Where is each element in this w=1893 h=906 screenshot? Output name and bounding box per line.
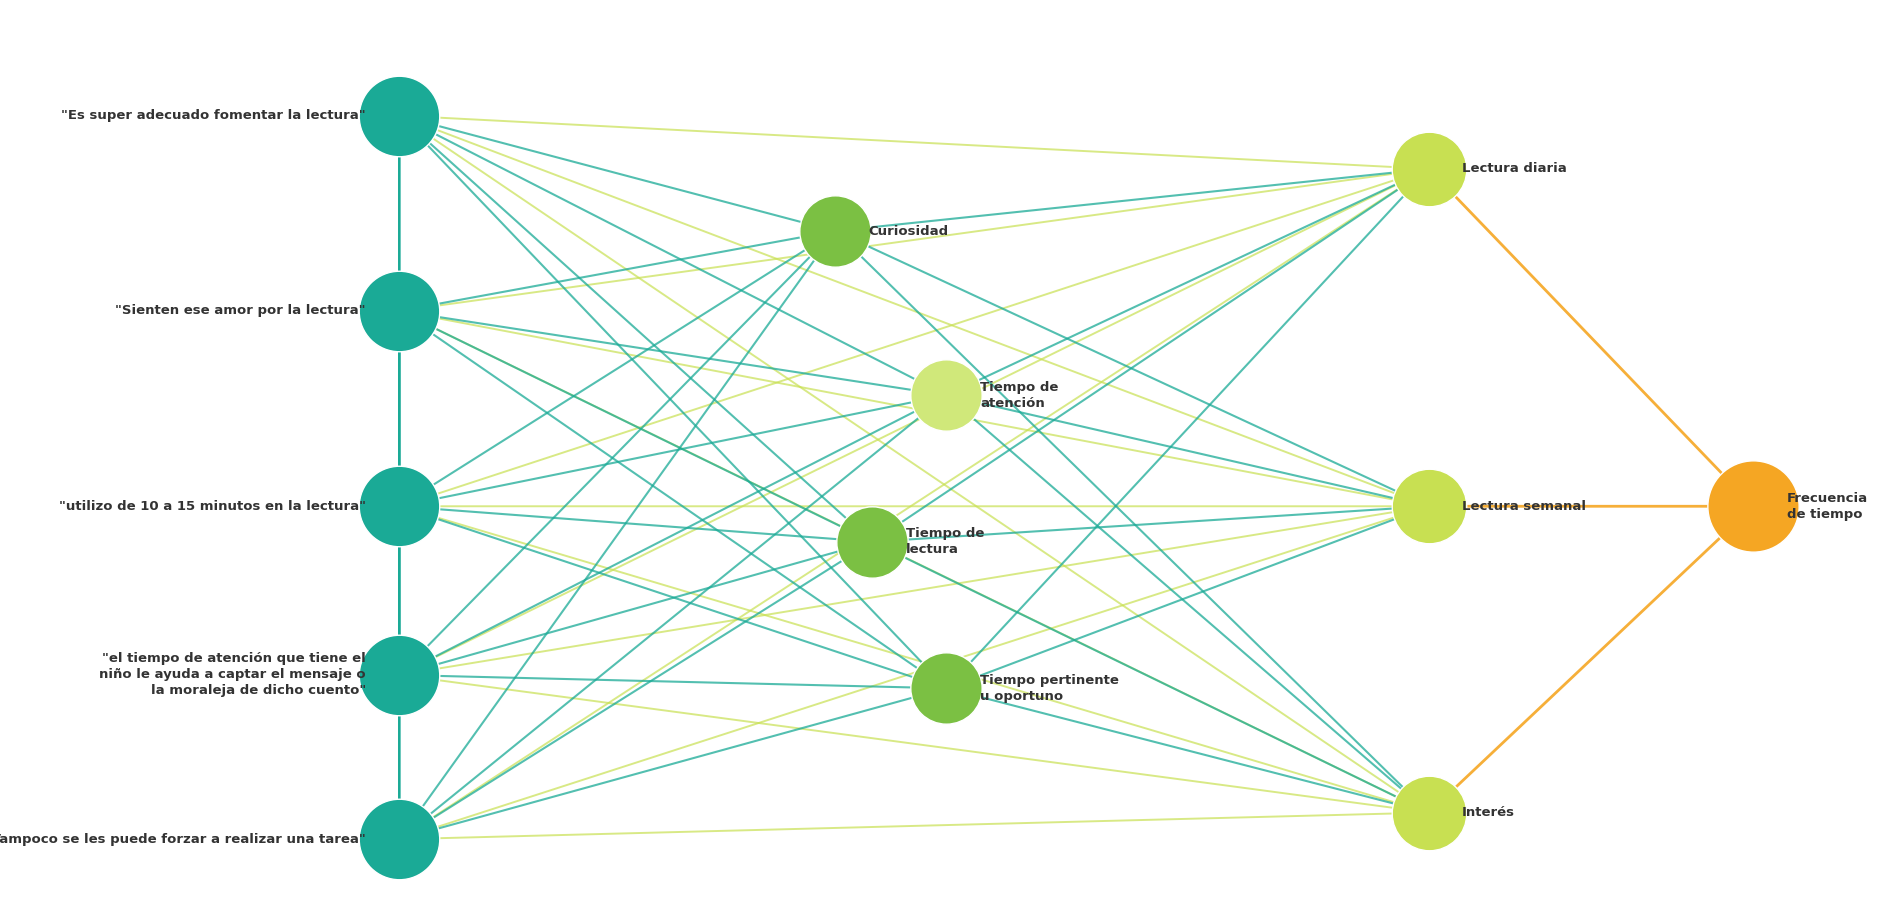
Point	[1414, 499, 1444, 514]
Text: Tiempo pertinente
u oportuno: Tiempo pertinente u oportuno	[981, 674, 1119, 703]
Point	[931, 681, 962, 696]
Point	[820, 224, 850, 238]
Point	[931, 388, 962, 402]
Point	[384, 109, 415, 123]
Text: "Tampoco se les puede forzar a realizar una tarea": "Tampoco se les puede forzar a realizar …	[0, 833, 365, 845]
Point	[384, 499, 415, 514]
Point	[384, 304, 415, 318]
Point	[1738, 499, 1768, 514]
Text: Interés: Interés	[1461, 806, 1514, 819]
Point	[1414, 805, 1444, 820]
Text: "utilizo de 10 a 15 minutos en la lectura": "utilizo de 10 a 15 minutos en la lectur…	[59, 500, 365, 513]
Point	[1414, 161, 1444, 176]
Text: "Es super adecuado fomentar la lectura": "Es super adecuado fomentar la lectura"	[61, 109, 365, 122]
Text: Tiempo de
atención: Tiempo de atención	[981, 381, 1058, 410]
Point	[384, 668, 415, 682]
Point	[384, 832, 415, 846]
Text: Lectura diaria: Lectura diaria	[1461, 162, 1567, 176]
Text: Curiosidad: Curiosidad	[869, 225, 948, 237]
Point	[858, 535, 888, 549]
Text: "Sienten ese amor por la lectura": "Sienten ese amor por la lectura"	[115, 304, 365, 317]
Text: Frecuencia
de tiempo: Frecuencia de tiempo	[1787, 492, 1868, 521]
Text: Lectura semanal: Lectura semanal	[1461, 500, 1586, 513]
Text: Tiempo de
lectura: Tiempo de lectura	[905, 527, 984, 556]
Text: "el tiempo de atención que tiene el
niño le ayuda a captar el mensaje o
la moral: "el tiempo de atención que tiene el niño…	[98, 652, 365, 698]
